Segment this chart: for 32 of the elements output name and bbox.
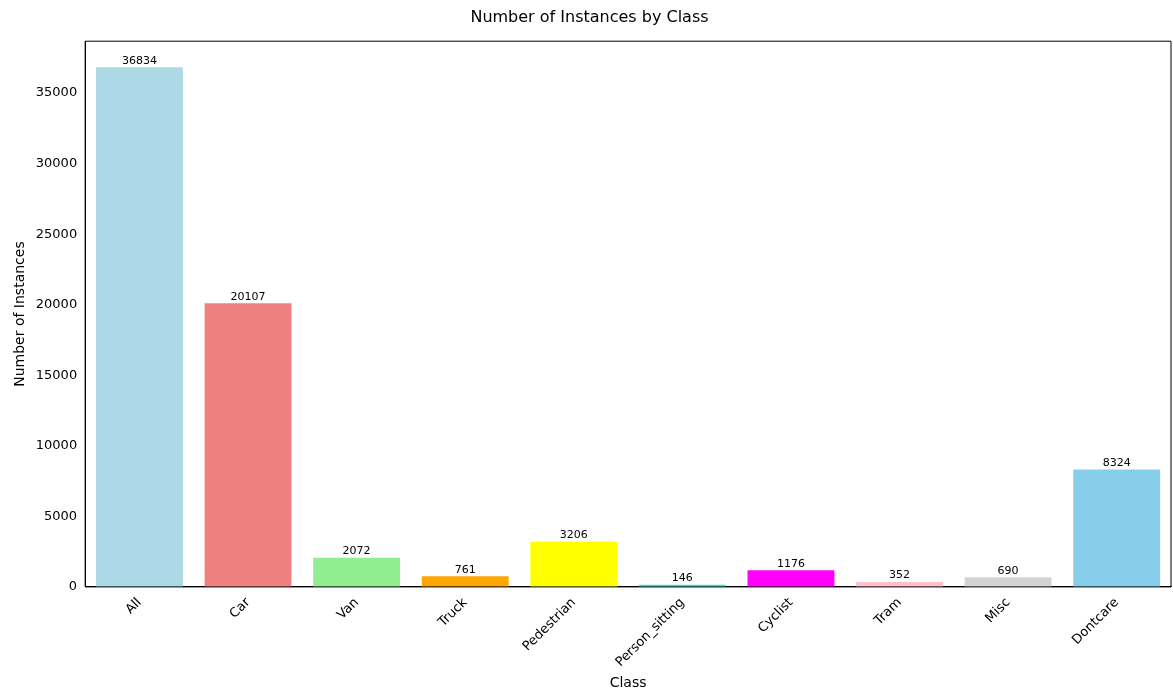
data-label: 1176	[776, 556, 805, 570]
data-label: 352	[889, 568, 911, 582]
y-tick-label: 10000	[35, 437, 78, 453]
x-tick-label: Van	[333, 594, 362, 622]
data-label: 20107	[230, 289, 266, 303]
data-label: 146	[671, 571, 693, 585]
bar	[1073, 469, 1161, 587]
x-tick-label: Car	[226, 593, 253, 621]
data-label: 761	[454, 562, 476, 576]
bar	[204, 303, 292, 587]
x-tick-label: All	[121, 594, 144, 617]
bar	[747, 570, 835, 587]
x-axis-title: Class	[609, 674, 647, 691]
data-label: 3206	[559, 528, 588, 542]
y-tick-label: 35000	[35, 84, 78, 100]
bar	[96, 67, 183, 587]
y-tick-label: 20000	[35, 296, 78, 312]
bar	[313, 557, 401, 587]
data-label: 8324	[1102, 455, 1131, 469]
y-tick-label: 25000	[35, 225, 78, 241]
y-tick-label: 15000	[35, 366, 78, 382]
data-label: 2072	[342, 544, 371, 558]
bar	[421, 576, 509, 587]
bar	[530, 541, 618, 587]
y-tick-label: 5000	[44, 507, 78, 523]
y-axis-title: Number of Instances	[11, 241, 28, 387]
data-label: 36834	[121, 53, 157, 67]
y-tick-label: 0	[68, 578, 78, 594]
y-tick-label: 30000	[35, 154, 78, 170]
data-label: 690	[997, 563, 1019, 577]
bar	[964, 577, 1052, 587]
chart-title: Number of Instances by Class	[470, 6, 709, 26]
